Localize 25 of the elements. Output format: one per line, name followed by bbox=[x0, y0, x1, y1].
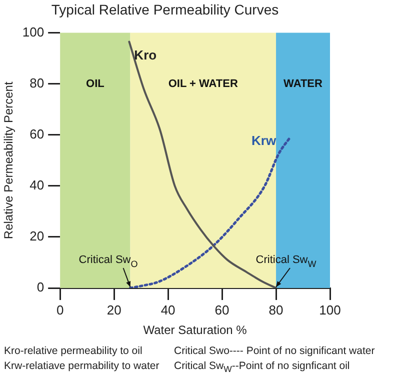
y-axis-title: Relative Permeability Percent bbox=[2, 81, 16, 240]
y-tick-label: 0 bbox=[36, 280, 44, 295]
x-tick-label: 0 bbox=[56, 302, 64, 318]
text: Krw-relatiave permability to water bbox=[4, 360, 160, 374]
x-tick-label: 20 bbox=[106, 302, 122, 318]
y-tick-label: 60 bbox=[30, 126, 44, 142]
text: Critical Sw$_{W}$--Point of no signficant oil bbox=[174, 360, 351, 374]
chart-title: Typical Relative Permeability Curves bbox=[51, 1, 279, 18]
x-tick-label: 40 bbox=[160, 302, 176, 318]
band-label: OIL bbox=[86, 78, 105, 90]
y-tick-label: 40 bbox=[30, 178, 44, 192]
x-tick-label: 100 bbox=[319, 302, 341, 318]
x-tick-label: 60 bbox=[214, 302, 230, 318]
line-series bbox=[129, 136, 292, 288]
y-tick-label: 20 bbox=[30, 228, 44, 244]
y-tick-label: 100 bbox=[22, 24, 44, 40]
text: Critical Swo---- Point of no significant water bbox=[174, 345, 376, 357]
x-tick-label: 80 bbox=[268, 302, 284, 318]
series-label: Kro bbox=[134, 47, 157, 62]
text: Kro-relative permeability to oil bbox=[4, 345, 144, 357]
y-tick-label: 80 bbox=[30, 75, 44, 90]
band-label: WATER bbox=[284, 78, 323, 90]
series-label: Krw bbox=[251, 133, 277, 148]
band-label: OIL + WATER bbox=[168, 78, 238, 90]
x-axis-title: Water Saturation % bbox=[143, 323, 248, 338]
